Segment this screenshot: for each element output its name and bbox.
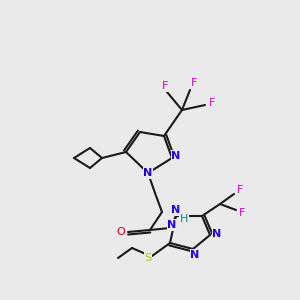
Text: H: H [180, 214, 188, 224]
Text: S: S [144, 253, 152, 263]
Text: N: N [171, 151, 181, 161]
Text: N: N [167, 220, 177, 230]
Text: N: N [212, 229, 222, 239]
Text: F: F [209, 98, 215, 108]
Text: F: F [162, 81, 168, 91]
Text: N: N [143, 168, 153, 178]
Text: N: N [190, 250, 200, 260]
Text: N: N [171, 205, 181, 215]
Text: F: F [237, 185, 243, 195]
Text: F: F [239, 208, 245, 218]
Text: F: F [191, 78, 197, 88]
Text: O: O [117, 227, 125, 237]
